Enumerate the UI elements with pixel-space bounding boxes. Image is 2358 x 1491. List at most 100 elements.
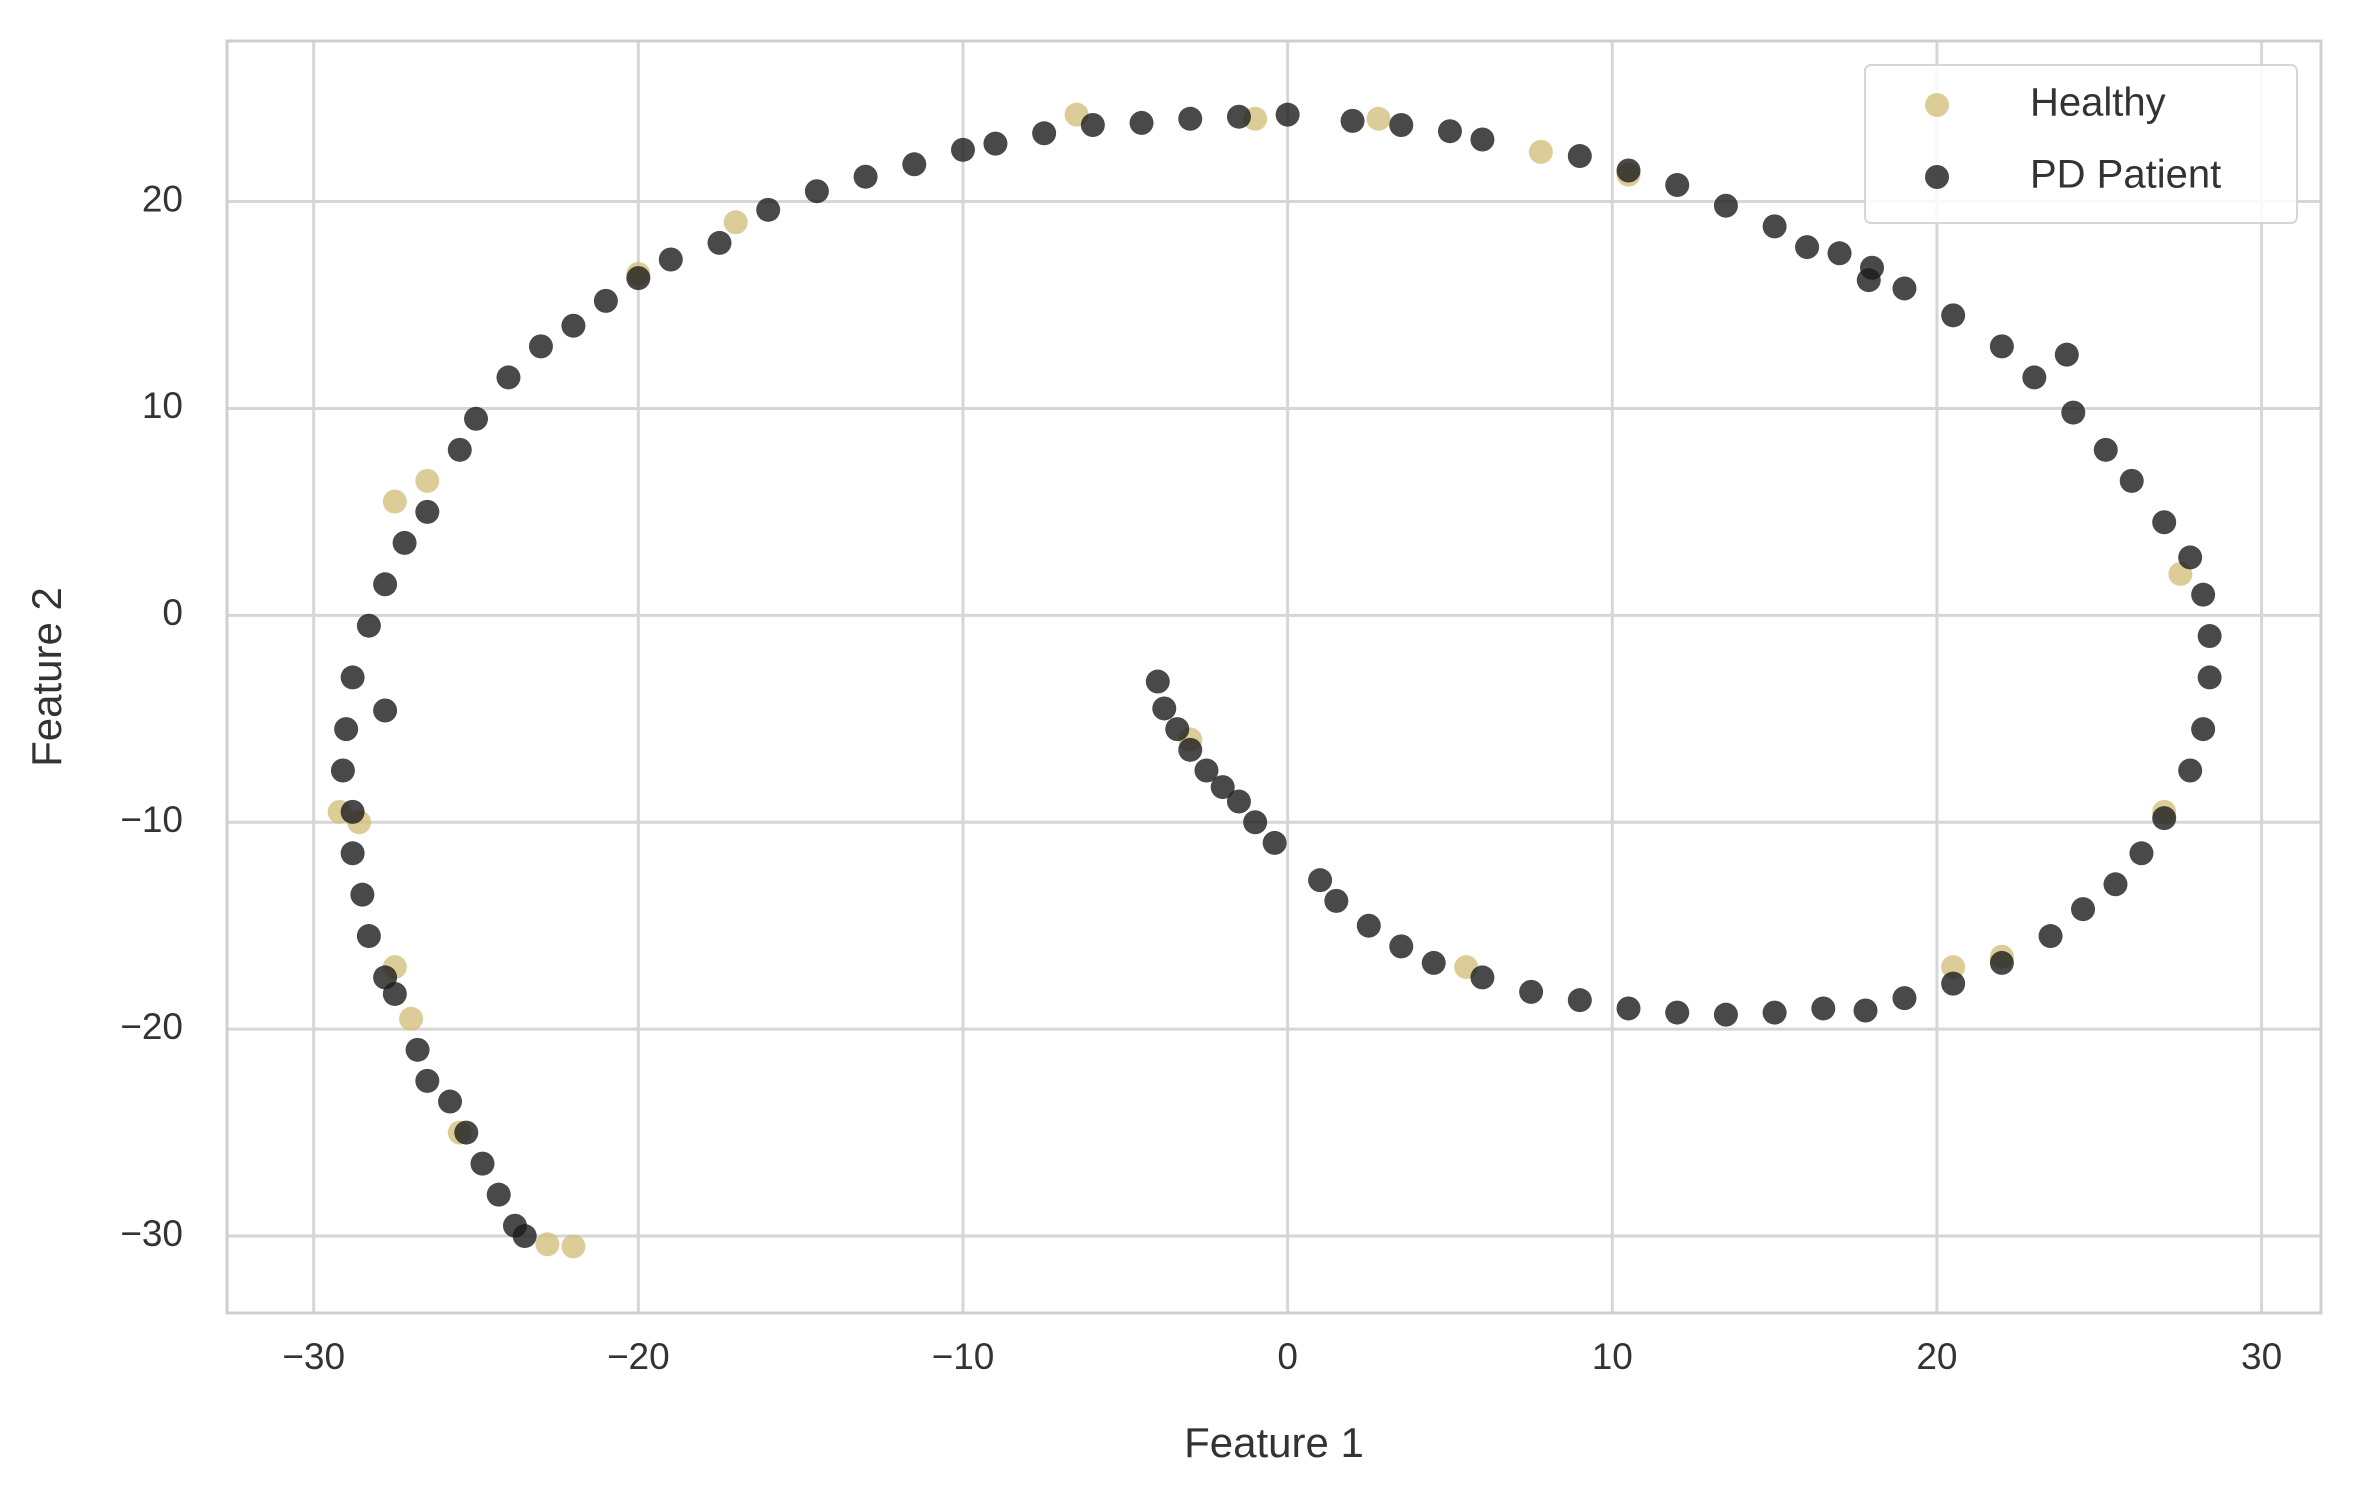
scatter-point [1616, 158, 1641, 183]
scatter-point [1165, 717, 1190, 742]
scatter-point [405, 1037, 430, 1062]
scatter-point [1226, 789, 1251, 814]
scatter-point [1080, 113, 1105, 137]
scatter-point [1665, 1000, 1690, 1025]
scatter-point [330, 758, 355, 783]
scatter-point [2129, 841, 2154, 866]
scatter-point [438, 1089, 463, 1114]
scatter-point [1811, 996, 1836, 1021]
scatter-point [2071, 897, 2096, 922]
scatter-point [853, 164, 878, 189]
points-layer [327, 102, 2222, 1259]
scatter-point [2152, 510, 2177, 535]
scatter-point [902, 152, 927, 177]
x-tick-label: −10 [932, 1336, 995, 1377]
x-tick-label: −30 [282, 1336, 345, 1377]
scatter-point [1762, 1000, 1787, 1025]
scatter-point [1129, 110, 1154, 135]
scatter-point [356, 924, 381, 949]
scatter-point [2197, 665, 2222, 690]
scatter-point [340, 799, 365, 824]
y-tick-label: 10 [142, 385, 183, 426]
scatter-point [382, 489, 407, 514]
scatter-point [528, 334, 553, 359]
scatter-point [356, 613, 381, 638]
scatter-point [447, 437, 472, 462]
scatter-point [1519, 979, 1544, 1004]
legend-label: PD Patient [2030, 153, 2221, 197]
y-tick-label: 20 [142, 178, 183, 219]
x-tick-label: 30 [2241, 1336, 2282, 1377]
scatter-point [2152, 806, 2177, 831]
scatter-point [1941, 303, 1966, 328]
scatter-point [496, 365, 521, 390]
scatter-point [1275, 102, 1300, 127]
scatter-point [1795, 235, 1820, 260]
scatter-point [2119, 468, 2144, 493]
scatter-point [415, 499, 440, 524]
scatter-point [382, 981, 407, 1006]
scatter-point [1856, 268, 1881, 293]
scatter-point [1941, 955, 1966, 980]
labels-layer: Feature 1 Feature 2 −30 −20 −10 0 10 20 30 −30 −… [23, 178, 2282, 1466]
scatter-point [535, 1232, 560, 1257]
scatter-point [415, 1068, 440, 1093]
scatter-point [350, 882, 375, 907]
x-tick-label: 10 [1592, 1336, 1633, 1377]
scatter-point [2038, 924, 2063, 949]
scatter-point [1989, 334, 2014, 359]
scatter-point [464, 406, 489, 431]
scatter-point [950, 137, 975, 162]
legend-box [1864, 64, 2298, 224]
y-tick-label: 0 [162, 592, 183, 633]
scatter-point [1178, 106, 1203, 131]
scatter-point [1827, 241, 1852, 266]
scatter-point [983, 131, 1008, 156]
scatter-point [561, 1234, 586, 1259]
scatter-point [2103, 872, 2128, 897]
scatter-point [561, 313, 586, 338]
scatter-point [1853, 998, 1878, 1023]
scatter-point [470, 1151, 495, 1176]
scatter-point [1892, 276, 1917, 301]
scatter-point [2178, 758, 2203, 783]
scatter-point [2197, 624, 2222, 649]
scatter-point [2054, 342, 2079, 367]
scatter-point [1567, 988, 1592, 1013]
scatter-point [1665, 173, 1690, 197]
scatter-point [334, 717, 359, 742]
y-tick-label: −30 [120, 1213, 183, 1254]
y-tick-label: −20 [120, 1006, 183, 1047]
legend-label: Healthy [2030, 81, 2166, 125]
scatter-point [340, 841, 365, 866]
scatter-point [1989, 950, 2014, 975]
scatter-point [1437, 119, 1462, 144]
scatter-point [1470, 127, 1495, 152]
scatter-point [1243, 810, 1268, 835]
y-tick-label: −10 [120, 799, 183, 840]
scatter-point [1762, 214, 1787, 239]
scatter-point [1324, 888, 1349, 913]
x-tick-label: 0 [1277, 1336, 1298, 1377]
legend-marker [1925, 93, 1949, 117]
scatter-point [756, 197, 781, 222]
scatter-point [1356, 913, 1381, 938]
scatter-point [1145, 669, 1170, 694]
scatter-point [2178, 545, 2203, 570]
scatter-point [1389, 113, 1414, 137]
scatter-point [2061, 400, 2086, 425]
scatter-point [399, 1006, 424, 1031]
x-tick-label: −20 [607, 1336, 670, 1377]
legend-marker [1925, 165, 1949, 189]
scatter-point [1713, 1002, 1738, 1027]
scatter-point [1178, 737, 1203, 762]
scatter-point [1210, 775, 1235, 800]
scatter-point [454, 1120, 479, 1145]
scatter-point [373, 698, 398, 723]
scatter-point [1892, 986, 1917, 1011]
scatter-point [1152, 696, 1177, 721]
scatter-point [1262, 830, 1287, 855]
